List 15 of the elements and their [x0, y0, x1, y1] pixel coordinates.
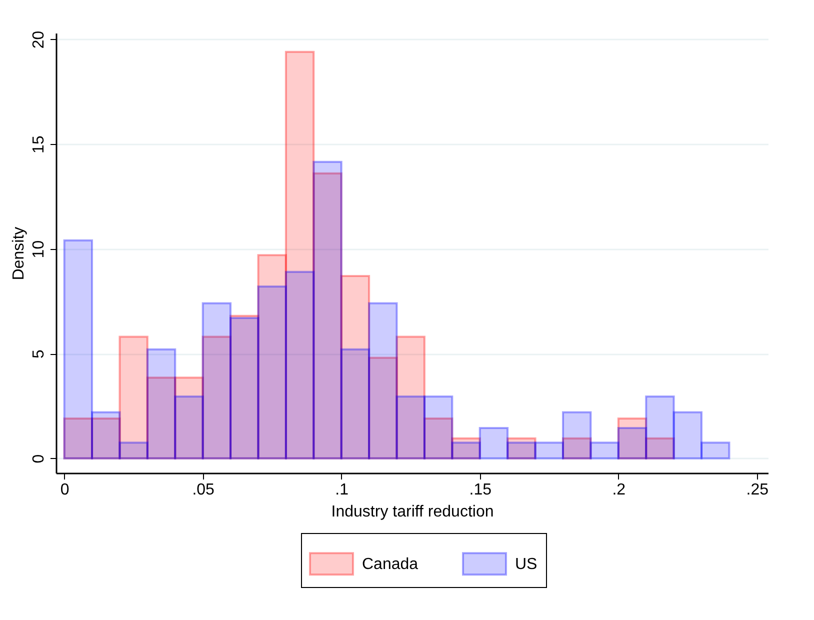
y-tick-label: 10	[30, 240, 48, 258]
x-tick-label: .15	[469, 482, 492, 498]
x-tick-label: .1	[335, 482, 349, 498]
y-axis-title: Density	[10, 226, 28, 280]
x-tick-label: 0	[60, 482, 70, 498]
x-tick-label: .25	[746, 482, 769, 498]
x-axis-title: Industry tariff reduction	[331, 504, 494, 520]
legend-label: Canada	[362, 556, 418, 573]
y-tick-label: 5	[30, 350, 48, 359]
y-tick-label: 20	[30, 30, 48, 49]
x-tick-label: .2	[612, 482, 626, 498]
legend-label: US	[515, 556, 538, 573]
y-tick-label: 0	[30, 454, 48, 464]
y-tick-label: 15	[30, 136, 48, 154]
x-tick-label: .05	[192, 482, 215, 498]
